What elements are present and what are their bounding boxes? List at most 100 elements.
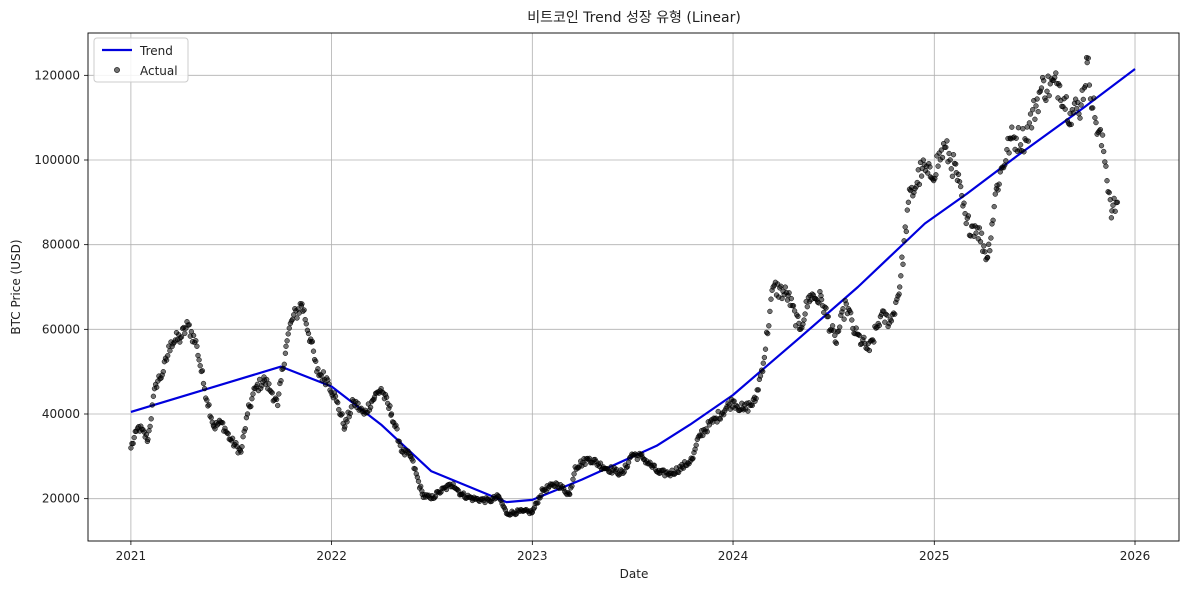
actual-point <box>320 369 327 375</box>
actual-point <box>163 357 170 363</box>
x-tick-label: 2026 <box>1120 549 1151 563</box>
actual-point <box>766 323 772 329</box>
actual-point <box>1002 162 1008 168</box>
actual-point <box>143 431 149 438</box>
actual-point <box>195 352 201 359</box>
actual-point <box>266 381 272 387</box>
actual-point <box>242 426 248 432</box>
actual-point <box>892 311 898 317</box>
actual-point <box>903 228 909 235</box>
actual-point <box>294 315 300 321</box>
actual-point <box>269 390 275 396</box>
actual-point <box>1052 74 1058 81</box>
actual-point <box>1070 110 1077 116</box>
actual-point <box>782 284 788 290</box>
actual-point <box>1093 119 1099 126</box>
actual-point <box>996 181 1002 187</box>
actual-point <box>303 321 309 327</box>
actual-point <box>1003 158 1009 164</box>
actual-point <box>1086 82 1093 88</box>
actual-point <box>569 483 575 489</box>
actual-point <box>1106 189 1112 196</box>
actual-point <box>1033 103 1039 109</box>
actual-point <box>336 406 342 413</box>
actual-point <box>229 435 236 441</box>
actual-point <box>888 318 895 324</box>
actual-point <box>731 398 737 404</box>
y-axis-label: BTC Price (USD) <box>9 239 23 334</box>
x-tick-label: 2022 <box>316 549 347 563</box>
actual-point <box>310 348 317 354</box>
actual-point <box>281 361 287 367</box>
actual-point <box>1043 97 1049 104</box>
actual-point <box>1013 135 1019 141</box>
actual-point <box>535 500 541 506</box>
actual-point <box>943 144 949 150</box>
actual-point <box>315 366 321 372</box>
actual-point <box>201 385 208 392</box>
actual-point <box>753 395 759 402</box>
actual-point <box>825 313 831 320</box>
actual-point <box>410 458 416 464</box>
actual-point <box>1091 95 1097 101</box>
actual-point <box>884 312 890 318</box>
actual-point <box>901 238 907 244</box>
actual-point <box>150 393 157 399</box>
actual-point <box>432 493 439 500</box>
actual-point <box>1112 208 1118 214</box>
actual-point <box>387 403 393 409</box>
actual-point <box>856 332 863 339</box>
actual-point <box>1085 55 1091 61</box>
actual-point <box>973 230 979 236</box>
actual-point <box>250 391 256 397</box>
actual-point <box>249 396 255 402</box>
actual-point <box>273 396 280 403</box>
actual-point <box>651 462 658 468</box>
actual-point <box>182 330 188 337</box>
actual-point <box>1097 126 1104 133</box>
actual-point <box>254 381 261 387</box>
actual-point <box>925 170 931 176</box>
actual-point <box>898 273 904 279</box>
actual-point <box>897 284 903 290</box>
actual-point <box>244 411 251 417</box>
actual-point <box>347 410 353 417</box>
actual-point <box>285 331 291 337</box>
actual-point <box>693 442 699 448</box>
actual-point <box>443 486 450 493</box>
actual-point <box>130 440 136 447</box>
actual-point <box>956 179 963 185</box>
actual-point <box>1038 85 1045 91</box>
actual-point <box>286 325 292 331</box>
actual-point <box>1063 94 1069 100</box>
actual-point <box>976 225 983 231</box>
actual-point <box>935 163 941 169</box>
actual-point <box>788 295 794 302</box>
actual-point <box>882 319 888 325</box>
actual-point <box>248 403 254 410</box>
actual-point <box>344 419 350 425</box>
actual-point <box>177 339 183 345</box>
actual-point <box>899 254 905 260</box>
actual-point <box>1057 82 1063 89</box>
actual-point <box>832 332 838 339</box>
actual-point <box>186 322 192 328</box>
actual-point <box>871 339 877 345</box>
actual-point <box>196 357 202 363</box>
actual-point <box>309 338 316 345</box>
actual-point <box>791 308 798 314</box>
actual-point <box>1111 195 1117 202</box>
actual-point <box>597 460 604 466</box>
actual-point <box>1020 126 1026 132</box>
actual-point <box>154 384 160 390</box>
actual-point <box>1009 124 1015 130</box>
actual-point <box>570 476 576 482</box>
actual-point <box>1102 159 1108 165</box>
actual-point <box>927 164 933 170</box>
legend-trend-label: Trend <box>139 44 173 58</box>
actual-point <box>1084 59 1090 66</box>
actual-point <box>981 243 987 249</box>
actual-point <box>1099 132 1106 138</box>
actual-point <box>160 369 166 375</box>
